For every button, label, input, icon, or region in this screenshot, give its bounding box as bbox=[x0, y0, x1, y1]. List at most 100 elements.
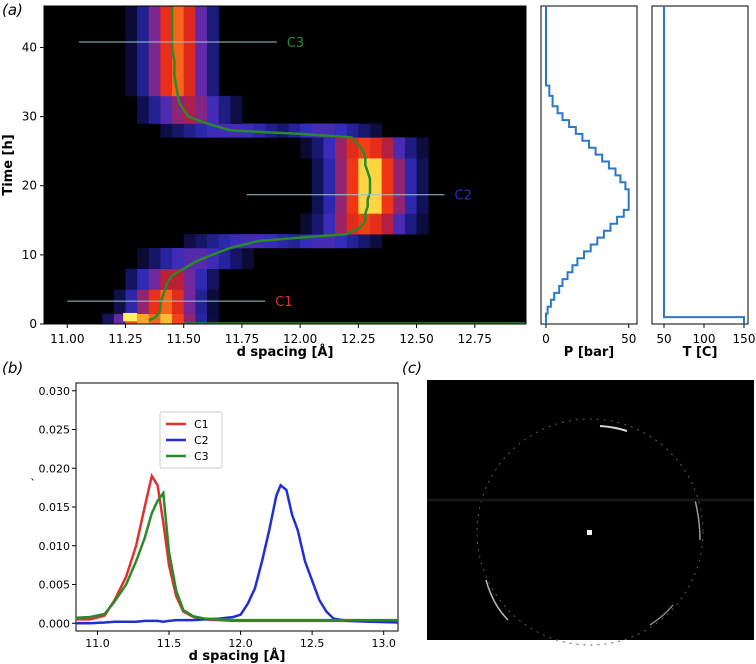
profile-x-tick-label: 13.0 bbox=[371, 637, 396, 650]
heatmap-cell bbox=[148, 247, 161, 269]
heatmap-cell bbox=[323, 234, 336, 249]
heatmap-cell bbox=[195, 313, 208, 325]
heatmap-cell bbox=[160, 123, 173, 138]
profile-x-label: d spacing [Å] bbox=[189, 648, 286, 664]
heatmap-cell bbox=[276, 234, 289, 249]
a-pressure-x-tick-label: 50 bbox=[621, 332, 636, 346]
heatmap-cell bbox=[183, 234, 196, 249]
heatmap-cell bbox=[288, 123, 301, 138]
heatmap-cell bbox=[311, 213, 324, 235]
legend-label-c2: C2 bbox=[194, 434, 209, 447]
heatmap-cell bbox=[160, 95, 173, 124]
heatmap-cell bbox=[172, 95, 185, 124]
panel-label-c: (c) bbox=[402, 359, 422, 377]
heatmap-y-tick-label: 40 bbox=[22, 40, 37, 54]
heatmap-panel: C1 C2 C3 11.00 11.25 11.50 11.75 12.00 12.25 12.… bbox=[1, 5, 527, 360]
heatmap-cell bbox=[206, 95, 220, 124]
profile-chart-panel: 11.0 11.5 12.0 12.5 13.0 0.000 0.005 0.010 0.01… bbox=[30, 382, 399, 664]
pressure-x-label: P [bar] bbox=[564, 345, 614, 360]
profile-x-tick-label: 12.0 bbox=[228, 637, 253, 650]
heatmap-cell bbox=[206, 234, 220, 249]
heatmap-cell bbox=[125, 6, 138, 97]
heatmap-background bbox=[44, 6, 526, 324]
condition-annotations: C1 C2 C3 bbox=[67, 36, 472, 310]
heatmap-cell bbox=[358, 234, 371, 249]
heatmap-cell bbox=[148, 6, 161, 97]
temperature-curve bbox=[663, 6, 745, 324]
heatmap-frame bbox=[43, 5, 527, 325]
heatmap-cell bbox=[335, 137, 348, 159]
pressure-frame bbox=[540, 5, 638, 325]
heatmap-cell bbox=[276, 123, 289, 138]
profile-y-tick-label: 0.025 bbox=[39, 424, 71, 437]
heatmap-cell bbox=[241, 234, 255, 249]
ring-bright-arc-left bbox=[485, 579, 509, 621]
heatmap-y-tick-label: 0 bbox=[29, 317, 37, 331]
profile-x-tick-label: 11.0 bbox=[85, 637, 110, 650]
heatmap-cell bbox=[183, 268, 196, 290]
legend-label-c1: C1 bbox=[194, 418, 209, 431]
heatmap-cell bbox=[346, 123, 359, 138]
heatmap-cell bbox=[265, 234, 278, 249]
heatmap-x-tick-label: 11.00 bbox=[50, 332, 84, 346]
heatmap-cell bbox=[102, 313, 115, 325]
heatmap-x-tick-label: 12.50 bbox=[399, 332, 433, 346]
heatmap-x-ticks: 11.00 11.25 11.50 11.75 12.00 12.25 12.50 12.75 bbox=[50, 324, 492, 346]
ring-bright-arc-bottom bbox=[649, 604, 674, 626]
heatmap-cell bbox=[148, 313, 161, 325]
profile-y-tick-label: 0.010 bbox=[39, 540, 71, 553]
heatmap-cell bbox=[137, 268, 150, 290]
heatmap-cell bbox=[206, 6, 220, 97]
heatmap-cell bbox=[148, 95, 161, 124]
diffraction-image bbox=[427, 380, 754, 640]
heatmap-cell bbox=[369, 213, 383, 235]
profile-y-tick-label: 0.020 bbox=[39, 462, 71, 475]
heatmap-cell bbox=[358, 213, 371, 235]
heatmap-cell bbox=[195, 268, 208, 290]
heatmap-cell bbox=[393, 213, 406, 235]
heatmap-cell bbox=[148, 268, 161, 290]
pressure-x-ticks: 0 50 bbox=[542, 324, 636, 346]
heatmap-x-tick-label: 11.75 bbox=[225, 332, 259, 346]
heatmap-cell bbox=[323, 123, 336, 138]
heatmap-cell bbox=[369, 234, 383, 249]
heatmap-cell bbox=[160, 268, 173, 290]
heatmap-cell bbox=[416, 158, 429, 214]
series-c2 bbox=[76, 483, 399, 625]
heatmap-y-tick-label: 10 bbox=[22, 248, 37, 262]
heatmap-cell bbox=[113, 313, 126, 325]
profile-x-tick-label: 12.5 bbox=[300, 637, 325, 650]
heatmap-x-tick-label: 12.25 bbox=[341, 332, 375, 346]
heatmap-cell bbox=[393, 137, 406, 159]
heatmap-cell bbox=[218, 247, 231, 269]
profile-y-tick-label: 0.000 bbox=[39, 617, 71, 630]
heatmap-cell bbox=[323, 158, 336, 214]
annotation-label-c3: C3 bbox=[287, 36, 304, 51]
heatmap-cell bbox=[369, 137, 383, 159]
ring-bright-arc-right bbox=[694, 499, 701, 541]
profile-y-tick-label: 0.015 bbox=[39, 501, 71, 514]
heatmap-cell bbox=[183, 6, 196, 97]
panel-label-a: (a) bbox=[2, 1, 23, 19]
ring-bright-arc-top bbox=[599, 425, 628, 432]
heatmap-cell bbox=[183, 95, 196, 124]
heatmap-cell bbox=[323, 137, 336, 159]
annotation-label-c2: C2 bbox=[455, 189, 472, 204]
a-temperature-x-tick-label: 100 bbox=[693, 332, 716, 346]
heatmap-cell bbox=[172, 123, 185, 138]
a-temperature-x-tick-label: 50 bbox=[656, 332, 671, 346]
heatmap-cell bbox=[300, 137, 313, 159]
heatmap-cell bbox=[172, 313, 185, 325]
heatmap-y-label: Time [h] bbox=[1, 134, 16, 195]
heatmap-cell bbox=[335, 213, 348, 235]
heatmap-cell bbox=[381, 213, 394, 235]
heatmap-cell bbox=[137, 313, 150, 325]
heatmap-cell bbox=[253, 123, 266, 138]
heatmap-cell bbox=[195, 6, 208, 97]
heatmap-cell bbox=[230, 247, 243, 269]
heatmap-x-tick-label: 11.25 bbox=[108, 332, 142, 346]
heatmap-y-ticks: 0 10 20 30 40 bbox=[22, 40, 44, 331]
heatmap-x-tick-label: 12.00 bbox=[283, 332, 317, 346]
heatmap-cell bbox=[195, 123, 208, 138]
heatmap-cell bbox=[125, 268, 138, 290]
